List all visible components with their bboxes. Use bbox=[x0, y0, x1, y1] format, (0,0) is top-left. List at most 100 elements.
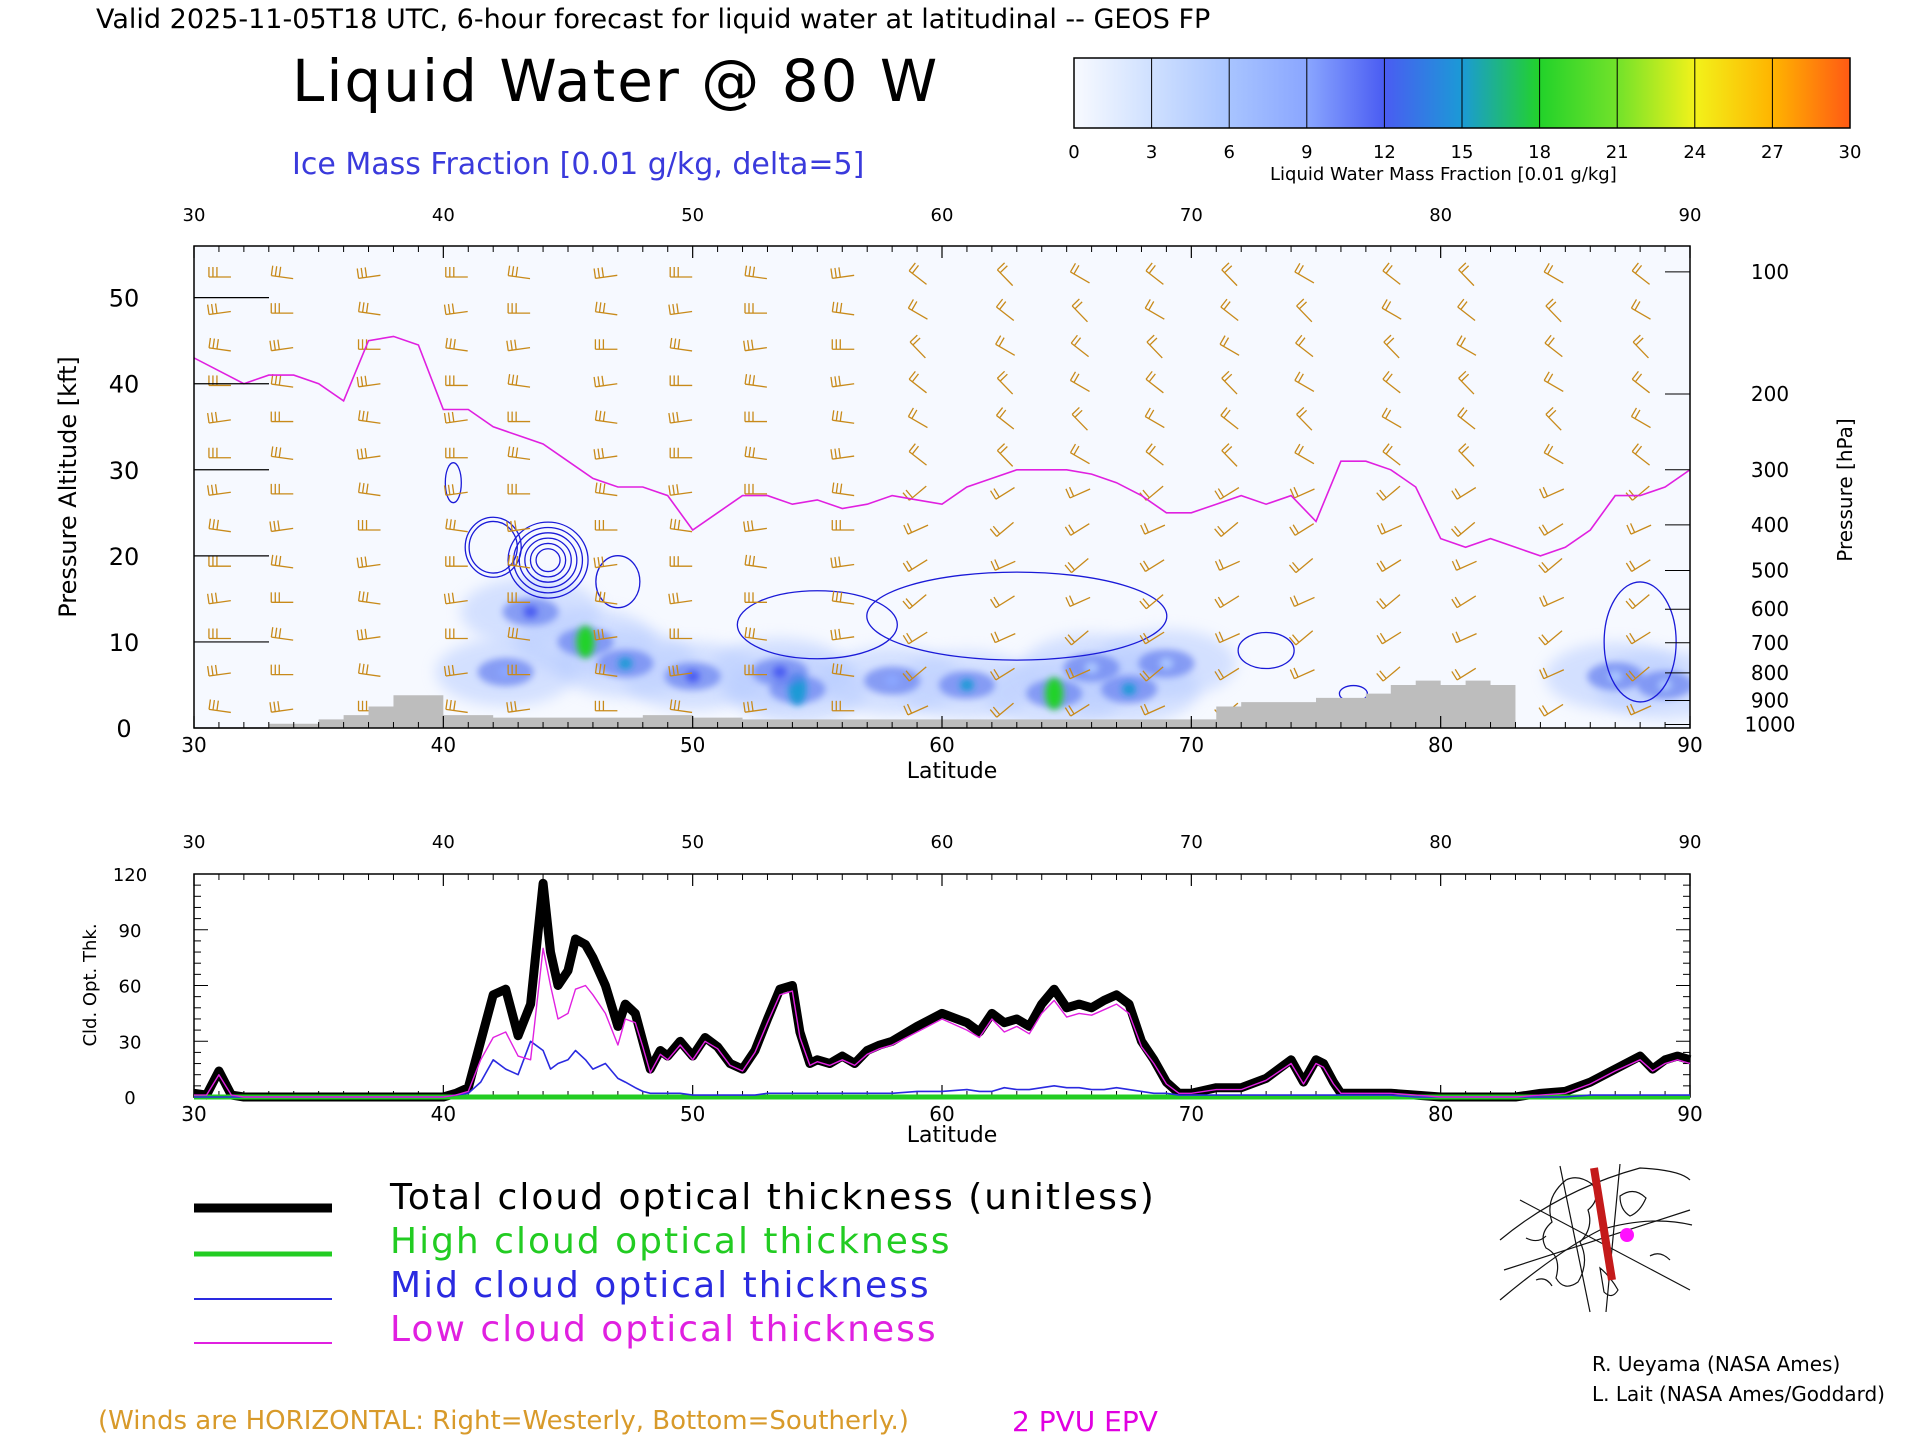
wind-barb bbox=[594, 700, 618, 712]
wind-barb bbox=[1625, 559, 1651, 573]
wind-barb bbox=[357, 590, 381, 605]
x-tick-label: 50 bbox=[680, 1102, 705, 1126]
wind-barb bbox=[831, 482, 855, 497]
wind-barb bbox=[506, 520, 531, 533]
epv-note: 2 PVU EPV bbox=[1012, 1405, 1158, 1438]
ice-contour bbox=[736, 590, 898, 660]
wind-barb bbox=[830, 556, 855, 569]
wind-barb bbox=[1458, 370, 1475, 395]
y-axis-label: Cld. Opt. Thk. bbox=[80, 923, 101, 1046]
colorbar-tick-label: 18 bbox=[1528, 142, 1551, 163]
wind-barb bbox=[1214, 631, 1240, 644]
wind-barb bbox=[1064, 557, 1089, 574]
wind-barb bbox=[744, 664, 767, 676]
wind-barb bbox=[507, 303, 531, 314]
wind-barb bbox=[208, 628, 231, 640]
wind-barb bbox=[506, 339, 531, 352]
wind-barb bbox=[356, 375, 381, 388]
pressure-tick-label: 1000 bbox=[1745, 713, 1796, 737]
wind-barb bbox=[270, 265, 294, 280]
wind-barb bbox=[445, 628, 468, 640]
liquid-water-core bbox=[498, 666, 513, 679]
wind-barb bbox=[506, 701, 531, 713]
wind-barb bbox=[1144, 407, 1165, 429]
wind-barb bbox=[1069, 443, 1090, 465]
wind-barb bbox=[668, 664, 693, 677]
wind-barb bbox=[1538, 557, 1563, 574]
wind-barb bbox=[270, 664, 294, 676]
wind-barb bbox=[902, 594, 927, 610]
colorbar: 0 3 6 9 12 15 18 21 24 27 30 bbox=[1068, 57, 1861, 163]
wind-barb bbox=[507, 664, 531, 676]
wind-barb bbox=[831, 663, 855, 677]
wind-barb bbox=[743, 520, 767, 533]
wind-barb bbox=[669, 447, 693, 459]
wind-barb bbox=[1294, 263, 1315, 284]
colorbar-label: Liquid Water Mass Fraction [0.01 g/kg] bbox=[1270, 164, 1617, 185]
wind-barb bbox=[1219, 335, 1240, 356]
wind-barb bbox=[445, 518, 468, 533]
wind-barb bbox=[270, 411, 294, 423]
wind-barb bbox=[744, 446, 767, 461]
wind-barb bbox=[1625, 666, 1650, 682]
wind-barb bbox=[1069, 371, 1090, 392]
wind-barb bbox=[1296, 298, 1313, 323]
optical-thickness-frame bbox=[193, 873, 1691, 1098]
wind-barb bbox=[1146, 334, 1163, 359]
wind-barb bbox=[989, 521, 1014, 537]
wind-barb bbox=[1139, 666, 1164, 682]
epv-line bbox=[194, 335, 1690, 557]
x-axis-label: Latitude bbox=[907, 1123, 998, 1148]
x-top-tick-label: 70 bbox=[1180, 205, 1203, 226]
colorbar-tick-label: 21 bbox=[1606, 142, 1629, 163]
wind-barb bbox=[1626, 703, 1652, 716]
wind-barb bbox=[1458, 262, 1475, 287]
x-top-tick-label: 60 bbox=[931, 205, 954, 226]
wind-barb bbox=[996, 443, 1014, 467]
wind-barb bbox=[270, 627, 294, 641]
wind-barb bbox=[1631, 370, 1650, 394]
wind-barb bbox=[1221, 443, 1238, 467]
wind-barb bbox=[594, 410, 618, 424]
legend-swatches bbox=[194, 1203, 332, 1344]
liquid-water-core bbox=[618, 657, 633, 670]
ice-contour bbox=[507, 521, 589, 599]
x-tick-label: 40 bbox=[431, 733, 456, 757]
wind-barb bbox=[831, 339, 855, 350]
wind-barb bbox=[507, 446, 531, 461]
colorbar-tick-label: 0 bbox=[1068, 142, 1079, 163]
wind-barb bbox=[668, 411, 693, 424]
wind-barb bbox=[1376, 559, 1402, 573]
pressure-tick-label: 400 bbox=[1751, 513, 1789, 537]
ice-contour bbox=[535, 548, 561, 573]
wind-barb bbox=[831, 301, 855, 316]
wind-barb bbox=[744, 265, 767, 280]
wind-barb bbox=[996, 262, 1014, 287]
wind-barb bbox=[1382, 443, 1401, 466]
wind-barb bbox=[1140, 703, 1166, 716]
liquid-water-core bbox=[523, 605, 538, 618]
wind-barb bbox=[357, 301, 381, 316]
wind-barb bbox=[995, 407, 1015, 430]
series-line-mid bbox=[194, 1040, 1690, 1098]
wind-barb bbox=[1630, 299, 1651, 320]
y-tick-label: 0 bbox=[124, 1088, 135, 1109]
wind-barb bbox=[902, 631, 928, 645]
x-tick-label: 50 bbox=[680, 733, 705, 757]
wind-barb bbox=[903, 703, 929, 716]
wind-barb bbox=[443, 484, 468, 496]
x-top-tick-label: 50 bbox=[681, 832, 704, 853]
wind-barb bbox=[507, 554, 531, 569]
wind-barb bbox=[507, 265, 531, 280]
wind-barb bbox=[1139, 594, 1164, 610]
x-tick-label: 30 bbox=[181, 1102, 206, 1126]
wind-barb bbox=[356, 448, 381, 460]
wind-barb bbox=[269, 339, 294, 352]
wind-barb bbox=[208, 447, 231, 459]
wind-barb bbox=[1295, 334, 1314, 358]
map-marker bbox=[1620, 1228, 1634, 1242]
wind-barb bbox=[270, 374, 294, 388]
wind-barb bbox=[1220, 298, 1239, 322]
wind-barb bbox=[744, 411, 767, 423]
x-top-tick-label: 90 bbox=[1679, 832, 1702, 853]
